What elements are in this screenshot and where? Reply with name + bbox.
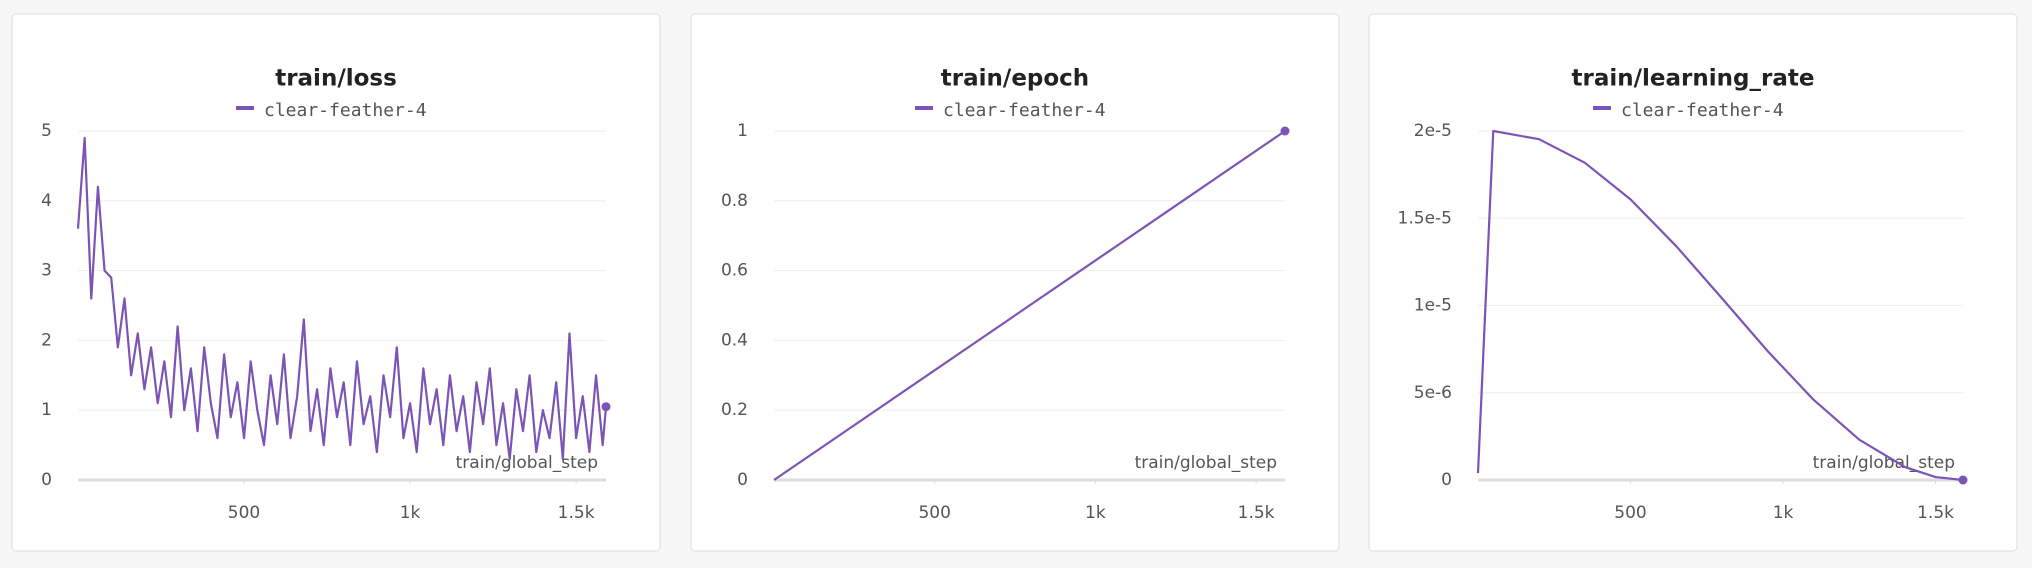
legend-label: clear-feather-4 — [1621, 100, 1784, 121]
y-tick-label: 0 — [737, 470, 748, 490]
panel-background — [690, 13, 1340, 552]
last-point — [1958, 475, 1968, 485]
series-line — [1476, 129, 1964, 482]
y-tick-label: 0.4 — [721, 330, 748, 350]
y-tick-label: 0.2 — [721, 400, 748, 420]
x-axis-label: train/global_step — [1813, 453, 1955, 473]
panel: train/loss 0 1 2 3 4 5 500 1k 1.5k train/global_st… — [11, 13, 661, 552]
x-tick-label: 1k — [1085, 503, 1106, 523]
y-tick-label: 0 — [1441, 470, 1452, 490]
legend-label: clear-feather-4 — [264, 100, 427, 121]
x-tick-label: 1k — [400, 503, 421, 523]
y-tick-label: 0.8 — [721, 191, 748, 211]
panel-background — [1368, 13, 2018, 552]
series-line — [76, 136, 608, 461]
y-tick-label: 4 — [41, 191, 52, 211]
x-axis-label: train/global_step — [1135, 453, 1277, 473]
y-tick-label: 3 — [41, 261, 52, 281]
y-tick-label: 0 — [41, 470, 52, 490]
x-axis-label: train/global_step — [456, 453, 598, 473]
x-tick-label: 1k — [1773, 503, 1794, 523]
x-tick-label: 500 — [228, 503, 260, 523]
x-tick-label: 1.5k — [558, 503, 595, 523]
chart-title: train/learning_rate — [1572, 66, 1815, 92]
panel: train/learning_rate 0 5e-6 1e-5 1.5e-5 2e-5 50… — [1368, 13, 2018, 552]
chart-title: train/epoch — [941, 66, 1089, 92]
x-tick-label: 500 — [918, 503, 950, 523]
y-tick-label: 2e-5 — [1414, 121, 1452, 141]
y-tick-label: 1 — [41, 400, 52, 420]
series-line — [773, 130, 1286, 481]
y-tick-label: 2 — [41, 330, 52, 350]
x-tick-label: 1.5k — [1238, 503, 1275, 523]
legend-label: clear-feather-4 — [943, 100, 1106, 121]
y-tick-label: 1e-5 — [1414, 296, 1452, 316]
last-point — [1280, 126, 1290, 136]
x-tick-label: 500 — [1614, 503, 1646, 523]
last-point — [601, 402, 611, 412]
panel: train/epoch 0 0.2 0.4 0.6 0.8 1 500 1k 1.5k train/… — [690, 13, 1340, 552]
panel-background — [11, 13, 661, 552]
y-tick-label: 1.5e-5 — [1398, 208, 1452, 228]
y-tick-label: 0.6 — [721, 261, 748, 281]
x-tick-label: 1.5k — [1917, 503, 1954, 523]
chart-title: train/loss — [275, 66, 397, 92]
y-tick-label: 1 — [737, 121, 748, 141]
y-tick-label: 5e-6 — [1414, 383, 1452, 403]
y-tick-label: 5 — [41, 121, 52, 141]
